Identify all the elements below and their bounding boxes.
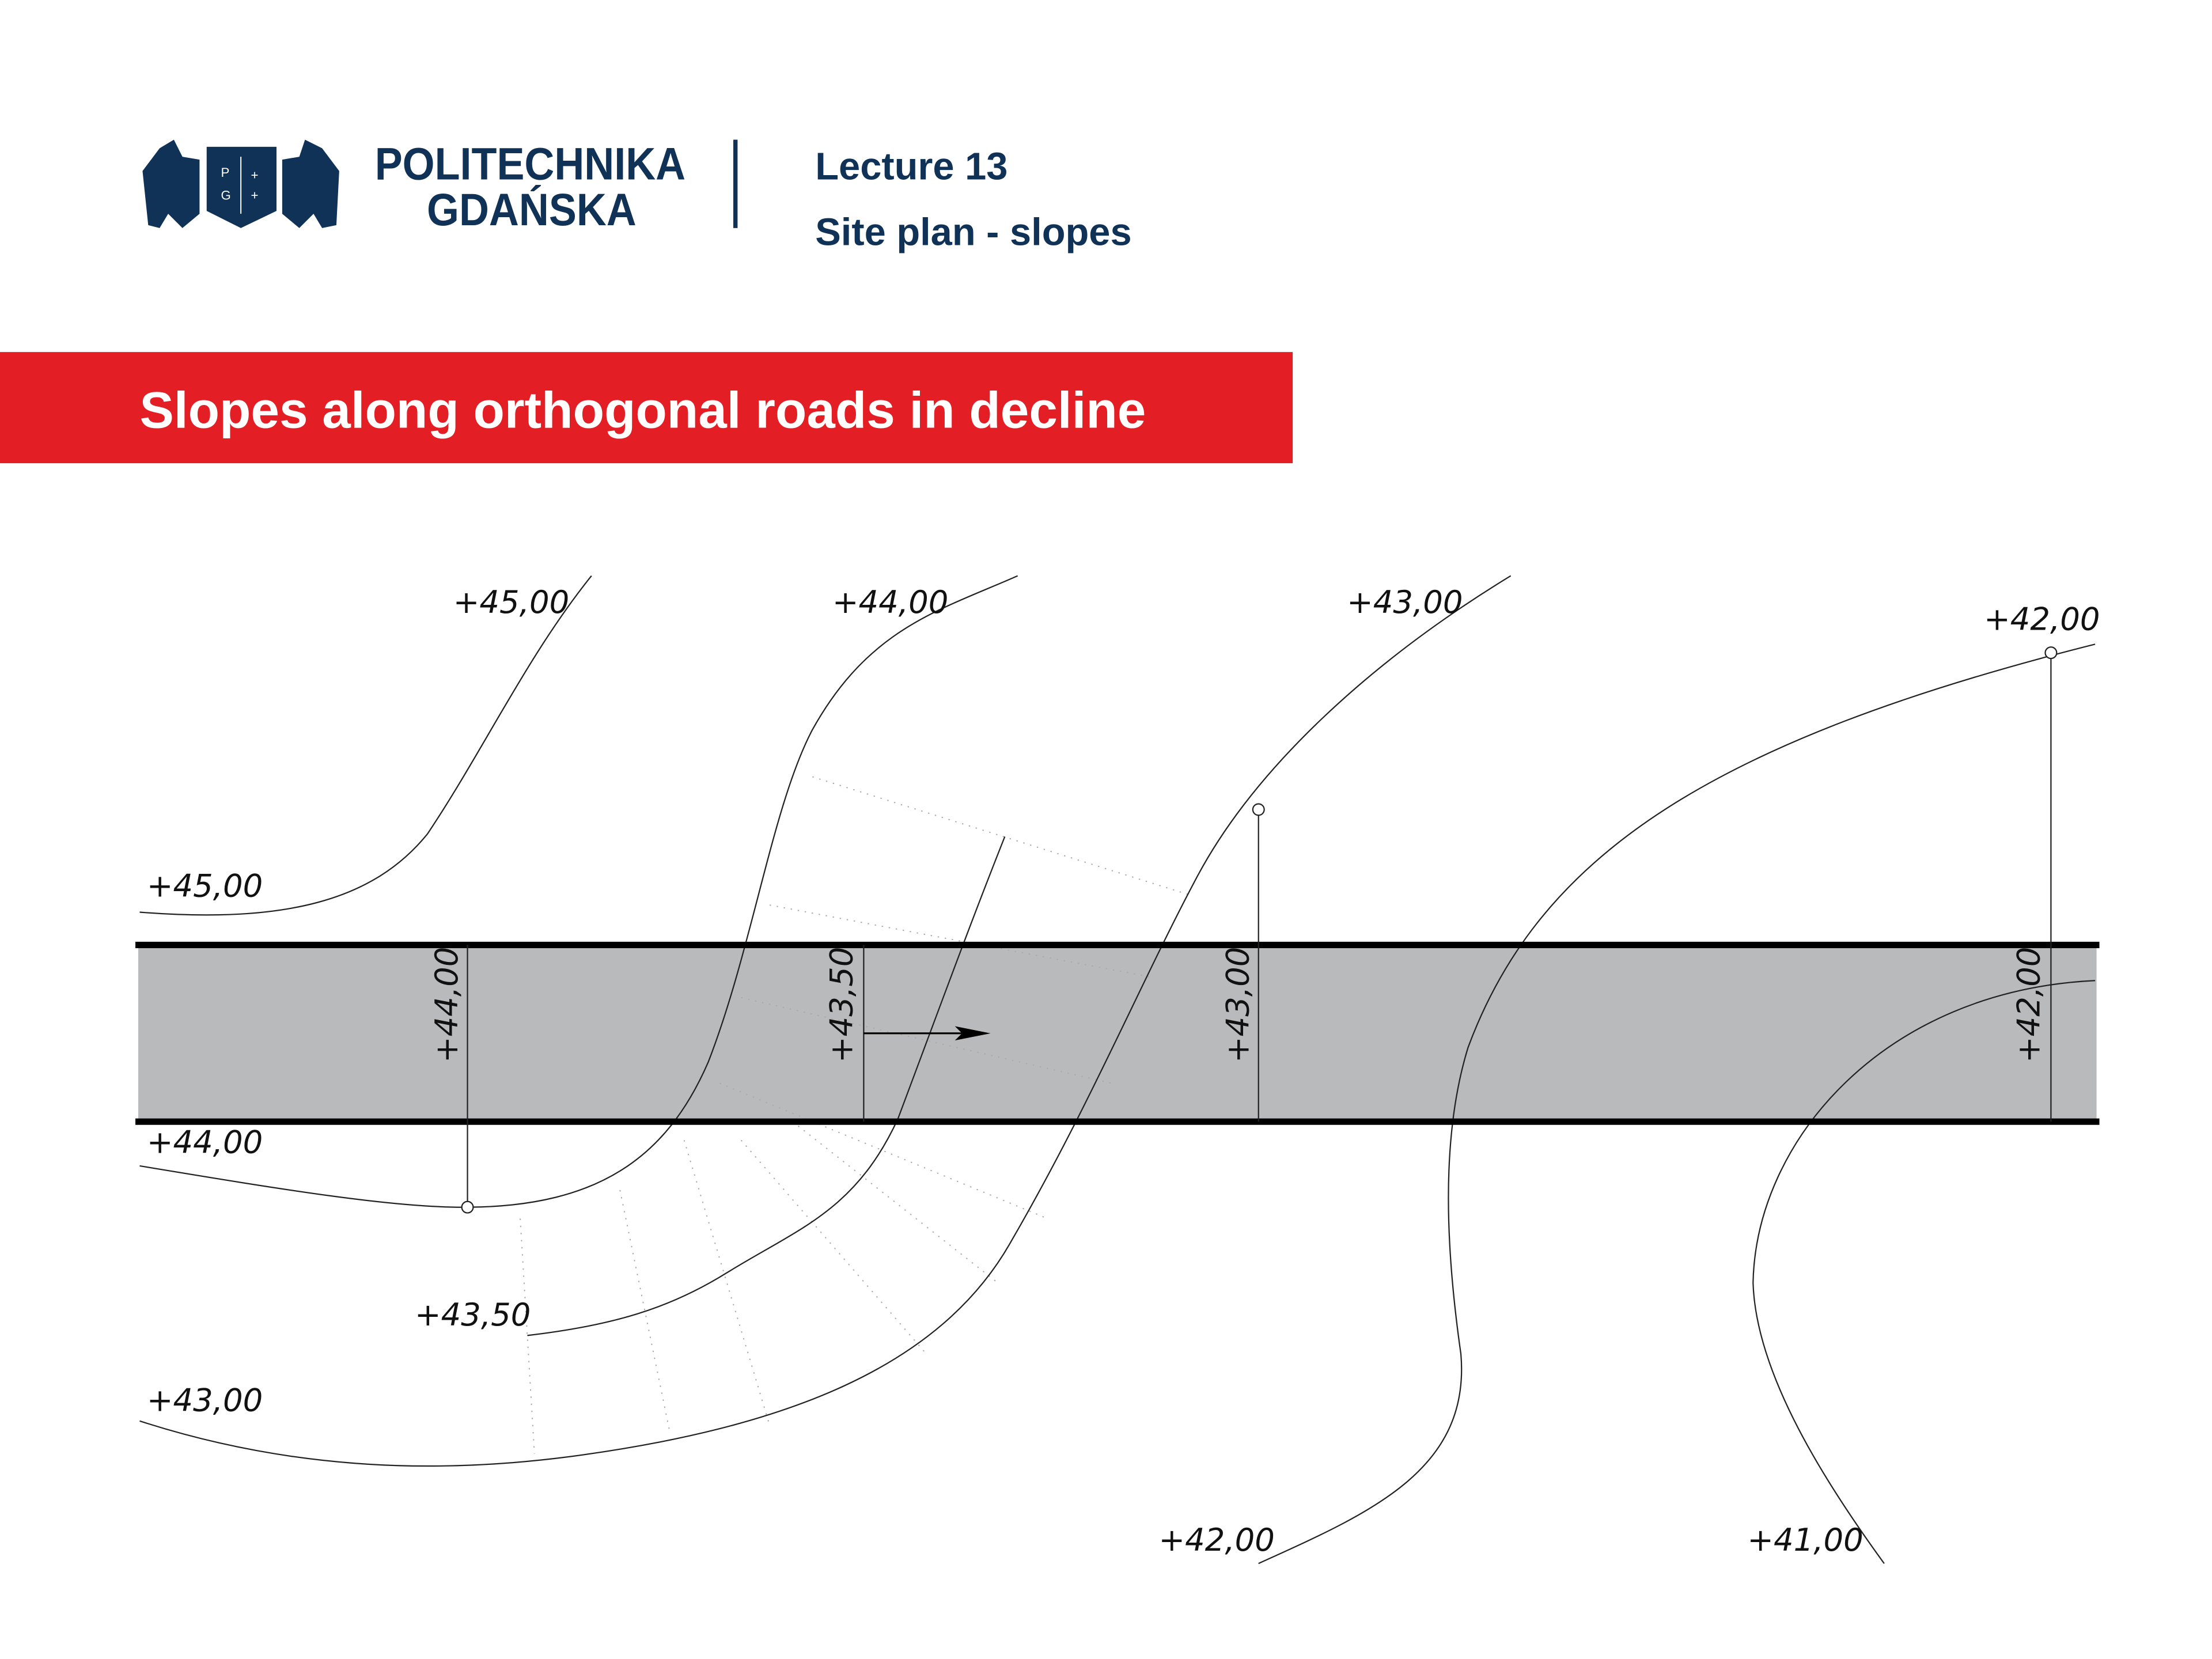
contour-44 [139,575,1018,1208]
logo-text-line1: POLITECHNIKA [375,138,685,190]
slope-direction-arrow-icon [863,1026,991,1041]
university-logo: P G + + POLITECHNIKA GDAŃSKA [142,138,685,235]
svg-text:G: G [221,188,231,202]
contour-label: +45,00 [147,867,263,904]
slope-guide-lines [520,776,1191,1454]
lecture-number: Lecture 13 [815,146,1007,188]
contour-label: +43,00 [147,1381,263,1418]
road-elevation-label: +42,00 [2010,947,2047,1063]
contour-label: +44,00 [147,1124,263,1161]
logo-text-line2: GDAŃSKA [427,184,637,235]
contour-label: +42,00 [1984,601,2100,638]
contour-label: +45,00 [453,584,569,620]
road [138,945,2097,1122]
contour-42 [1258,643,2096,1565]
road-elevation-label: +44,00 [428,947,465,1063]
elevation-point [2044,646,2058,660]
contour-45 [139,575,592,916]
slide-title: Slopes along orthogonal roads in decline [139,381,1146,438]
shield-icon: P G + + [206,146,276,228]
contour-43-50 [527,836,1006,1336]
lion-right-icon [282,139,339,228]
contour-label: +43,00 [1347,584,1463,620]
contour-41 [1752,980,2096,1564]
elevation-point [461,1200,474,1214]
lecture-topic: Site plan - slopes [815,211,1131,254]
contour-43 [139,575,1512,1467]
road-elevation-label: +43,00 [1219,947,1256,1063]
lion-left-icon [142,139,200,228]
svg-text:P: P [221,165,230,180]
road-elevation-label: +43,50 [823,947,860,1063]
contour-label: +43,50 [415,1296,531,1333]
svg-text:+: + [251,168,258,183]
title-banner [0,352,1293,464]
contour-label: +44,00 [832,584,948,620]
contour-label: +42,00 [1159,1521,1275,1558]
contour-label: +41,00 [1747,1521,1863,1558]
svg-text:+: + [251,188,258,202]
elevation-point [1252,803,1265,816]
